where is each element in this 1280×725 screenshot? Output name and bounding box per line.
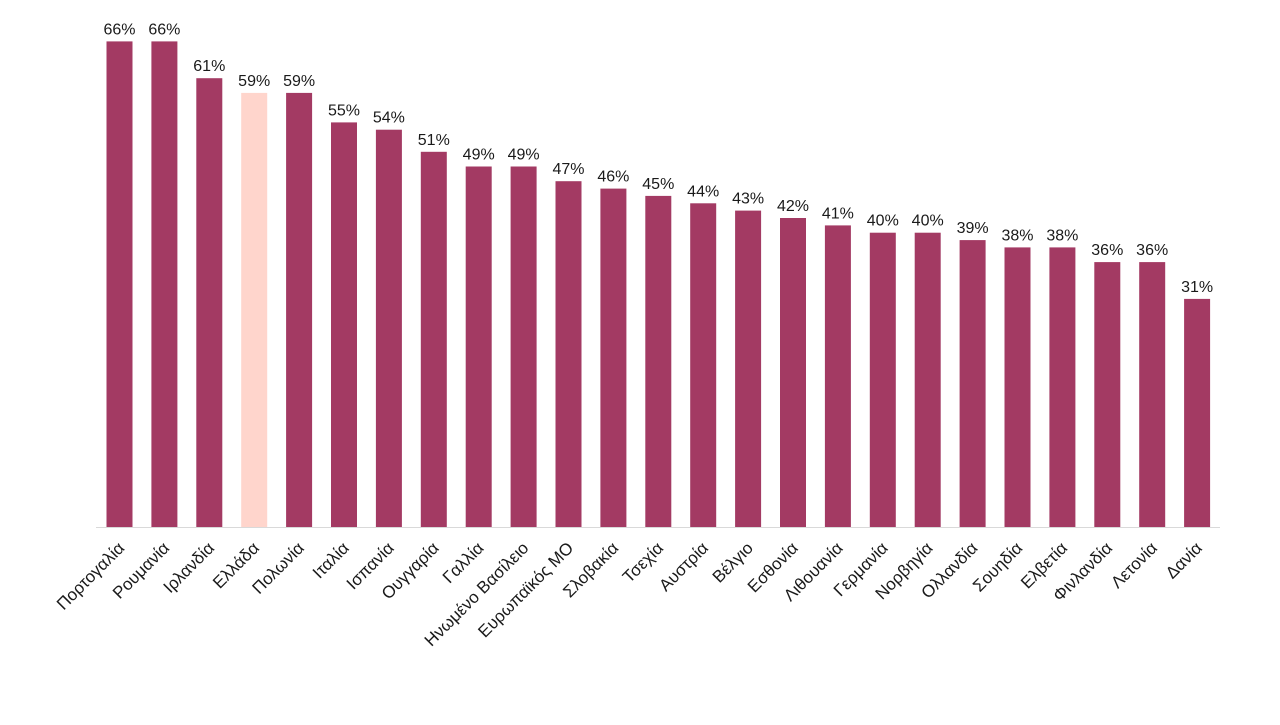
value-label-2: 66% [148, 21, 180, 38]
value-label-25: 31% [1181, 279, 1213, 296]
bar-9 [465, 166, 492, 527]
bar-13 [645, 195, 672, 527]
value-label-22: 38% [1046, 227, 1078, 244]
value-label-12: 46% [597, 169, 629, 186]
value-label-13: 45% [642, 176, 674, 193]
value-labels-layer: 66% 66% 61% 59% 59% 55% 54% 51% 49% 49% 47% 46% 45% 4… [103, 21, 1213, 296]
bar-11 [555, 181, 582, 527]
bar-8 [420, 151, 447, 528]
bar-17 [824, 225, 851, 527]
value-label-7: 54% [373, 110, 405, 127]
value-label-17: 41% [822, 205, 854, 222]
value-label-6: 55% [328, 102, 360, 119]
value-label-14: 44% [687, 183, 719, 200]
category-label-24: Λετονία [1107, 538, 1161, 592]
bar-6 [331, 122, 357, 528]
bars-layer [106, 41, 1211, 528]
bar-24 [1139, 262, 1166, 527]
bar-20 [959, 240, 986, 527]
bar-12 [600, 188, 627, 527]
value-label-10: 49% [508, 147, 540, 164]
bar-22 [1049, 247, 1076, 527]
value-label-3: 61% [193, 58, 225, 75]
bar-25 [1184, 298, 1211, 527]
value-label-19: 40% [912, 213, 944, 230]
category-label-21: Σουηδία [969, 538, 1026, 595]
value-label-8: 51% [418, 132, 450, 149]
bar-1 [106, 41, 133, 528]
value-label-20: 39% [957, 220, 989, 237]
bar-3 [196, 78, 223, 527]
bar-15 [735, 210, 762, 527]
value-label-11: 47% [552, 161, 584, 178]
value-label-1: 66% [103, 21, 135, 38]
bar-18 [869, 232, 896, 527]
bar-2 [151, 41, 178, 528]
bar-4 [241, 92, 268, 528]
bar-23 [1094, 262, 1121, 527]
value-label-21: 38% [1001, 227, 1033, 244]
value-label-23: 36% [1091, 242, 1123, 259]
bar-19 [914, 232, 941, 527]
value-label-4: 59% [238, 73, 270, 90]
value-label-16: 42% [777, 198, 809, 215]
value-label-5: 59% [283, 73, 315, 90]
value-label-18: 40% [867, 213, 899, 230]
bar-21 [1004, 247, 1031, 527]
category-label-1: Πορτογαλία [53, 538, 128, 613]
bar-5 [286, 92, 313, 528]
category-label-14: Αυστρία [655, 538, 712, 595]
value-label-15: 43% [732, 191, 764, 208]
bar-7 [375, 129, 402, 527]
bar-10 [510, 166, 537, 527]
bar-16 [780, 218, 806, 527]
value-label-9: 49% [463, 147, 495, 164]
bar-14 [690, 203, 717, 528]
value-label-24: 36% [1136, 242, 1168, 259]
category-label-25: Δανία [1162, 538, 1206, 582]
